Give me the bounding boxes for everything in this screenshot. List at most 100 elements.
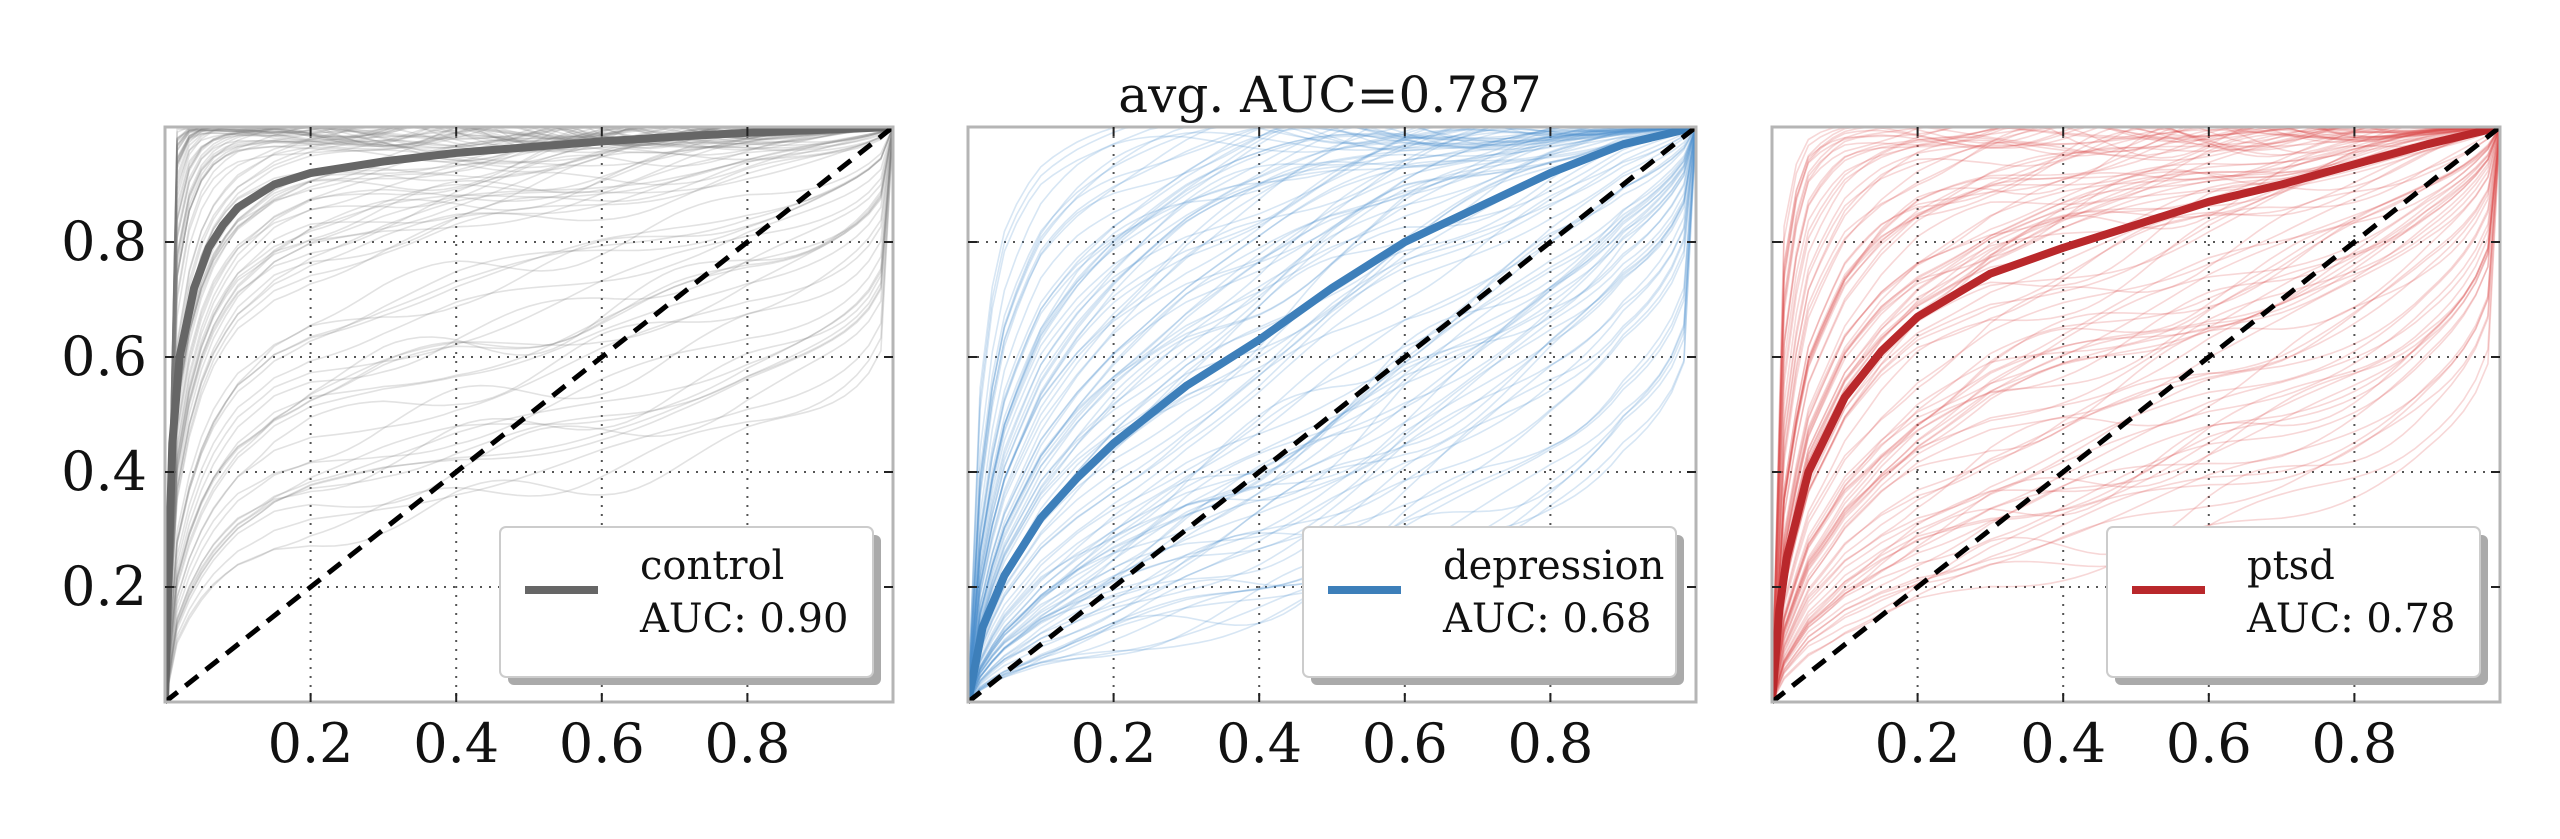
fold-roc-line [165,127,893,702]
mean-roc-line [1772,127,2500,702]
fold-roc-line [968,127,1696,702]
fold-roc-line [968,127,1696,702]
fold-roc-line [968,127,1696,702]
fold-roc-line [1772,127,2500,702]
fold-roc-line [165,127,893,702]
fold-roc-line [968,127,1696,702]
y-tick-label: 0.4 [61,440,147,503]
y-tick-label: 0.6 [61,325,147,388]
fold-roc-line [968,127,1696,702]
fold-roc-line [1772,127,2500,702]
fold-roc-line [968,127,1696,702]
fold-roc-line [968,127,1696,702]
fold-roc-line [968,127,1696,702]
fold-roc-line [165,127,893,702]
fold-roc-line [968,127,1696,702]
fold-roc-line [165,127,893,702]
fold-roc-line [1772,127,2500,702]
fold-roc-line [165,127,893,702]
fold-roc-line [165,127,893,702]
fold-roc-line [1772,127,2500,702]
fold-roc-line [1772,127,2500,702]
figure-title: avg. AUC=0.787 [1118,66,1541,124]
x-tick-label: 0.2 [1071,712,1157,775]
fold-roc-line [968,127,1696,702]
roc-panel-ptsd: 0.2 0.4 0.6 0.8 ptsd AUC: 0.78 [1770,125,2502,775]
fold-roc-line [165,127,893,702]
fold-roc-line [1772,127,2500,702]
fold-roc-line [1772,127,2500,702]
fold-roc-line [165,127,893,702]
fold-roc-line [968,127,1696,702]
y-tick-label: 0.8 [61,210,147,273]
fold-roc-line [1772,127,2500,702]
fold-roc-line [1772,127,2500,702]
legend-box [1302,526,1677,678]
fold-roc-line [968,127,1696,702]
fold-roc-line [165,127,893,702]
fold-roc-line [1772,127,2500,702]
fold-roc-line [968,127,1696,702]
fold-roc-line [1772,127,2500,702]
fold-roc-line [1772,127,2500,702]
fold-roc-line [1772,127,2500,702]
fold-roc-line [165,127,893,702]
fold-roc-line [165,127,893,702]
fold-roc-line [165,127,893,702]
fold-roc-line [968,127,1696,702]
fold-roc-line [165,127,893,702]
fold-roc-line [1772,127,2500,702]
fold-roc-line [165,127,893,702]
fold-roc-line [1772,127,2500,702]
fold-roc-line [1772,127,2500,702]
fold-roc-line [1772,127,2500,702]
fold-roc-line [1772,127,2500,702]
fold-roc-line [968,127,1696,702]
fold-roc-line [1772,127,2500,702]
fold-roc-line [968,127,1696,702]
fold-roc-line [968,127,1696,702]
fold-roc-line [1772,127,2500,702]
axes-frame [163,125,895,704]
fold-roc-line [165,127,893,702]
fold-roc-line [968,127,1696,702]
fold-roc-line [165,127,893,702]
x-tick-label: 0.8 [1507,712,1593,775]
fold-roc-line [1772,127,2500,702]
fold-roc-line [1772,127,2500,702]
fold-roc-line [968,127,1696,702]
fold-roc-line [1772,127,2500,702]
fold-roc-line [968,127,1696,702]
fold-roc-line [1772,127,2500,702]
fold-roc-line [968,127,1696,702]
fold-roc-line [968,127,1696,702]
fold-roc-line [1772,127,2500,702]
fold-roc-line [165,127,893,702]
fold-roc-line [1772,127,2500,702]
fold-roc-line [968,127,1696,702]
legend-auc: AUC: 0.90 [639,596,848,642]
fold-roc-line [1772,127,2500,702]
fold-roc-line [165,127,893,702]
fold-roc-line [968,127,1696,702]
fold-roc-line [1772,127,2500,702]
fold-roc-line [1772,127,2500,702]
fold-roc-line [1772,127,2500,702]
fold-roc-line [165,127,893,702]
fold-roc-line [968,127,1696,702]
fold-roc-line [968,127,1696,702]
fold-roc-line [968,127,1696,702]
fold-roc-line [165,127,893,702]
fold-roc-line [165,127,893,702]
fold-roc-line [165,127,893,702]
fold-roc-line [165,127,893,702]
legend-label: control [640,543,784,589]
fold-roc-line [165,127,893,702]
fold-roc-line [165,127,893,702]
fold-roc-line [1772,127,2500,702]
fold-roc-line [1772,127,2500,702]
fold-roc-line [968,127,1696,702]
fold-roc-line [165,127,893,702]
x-tick-label: 0.6 [559,712,645,775]
fold-roc-line [1772,127,2500,702]
